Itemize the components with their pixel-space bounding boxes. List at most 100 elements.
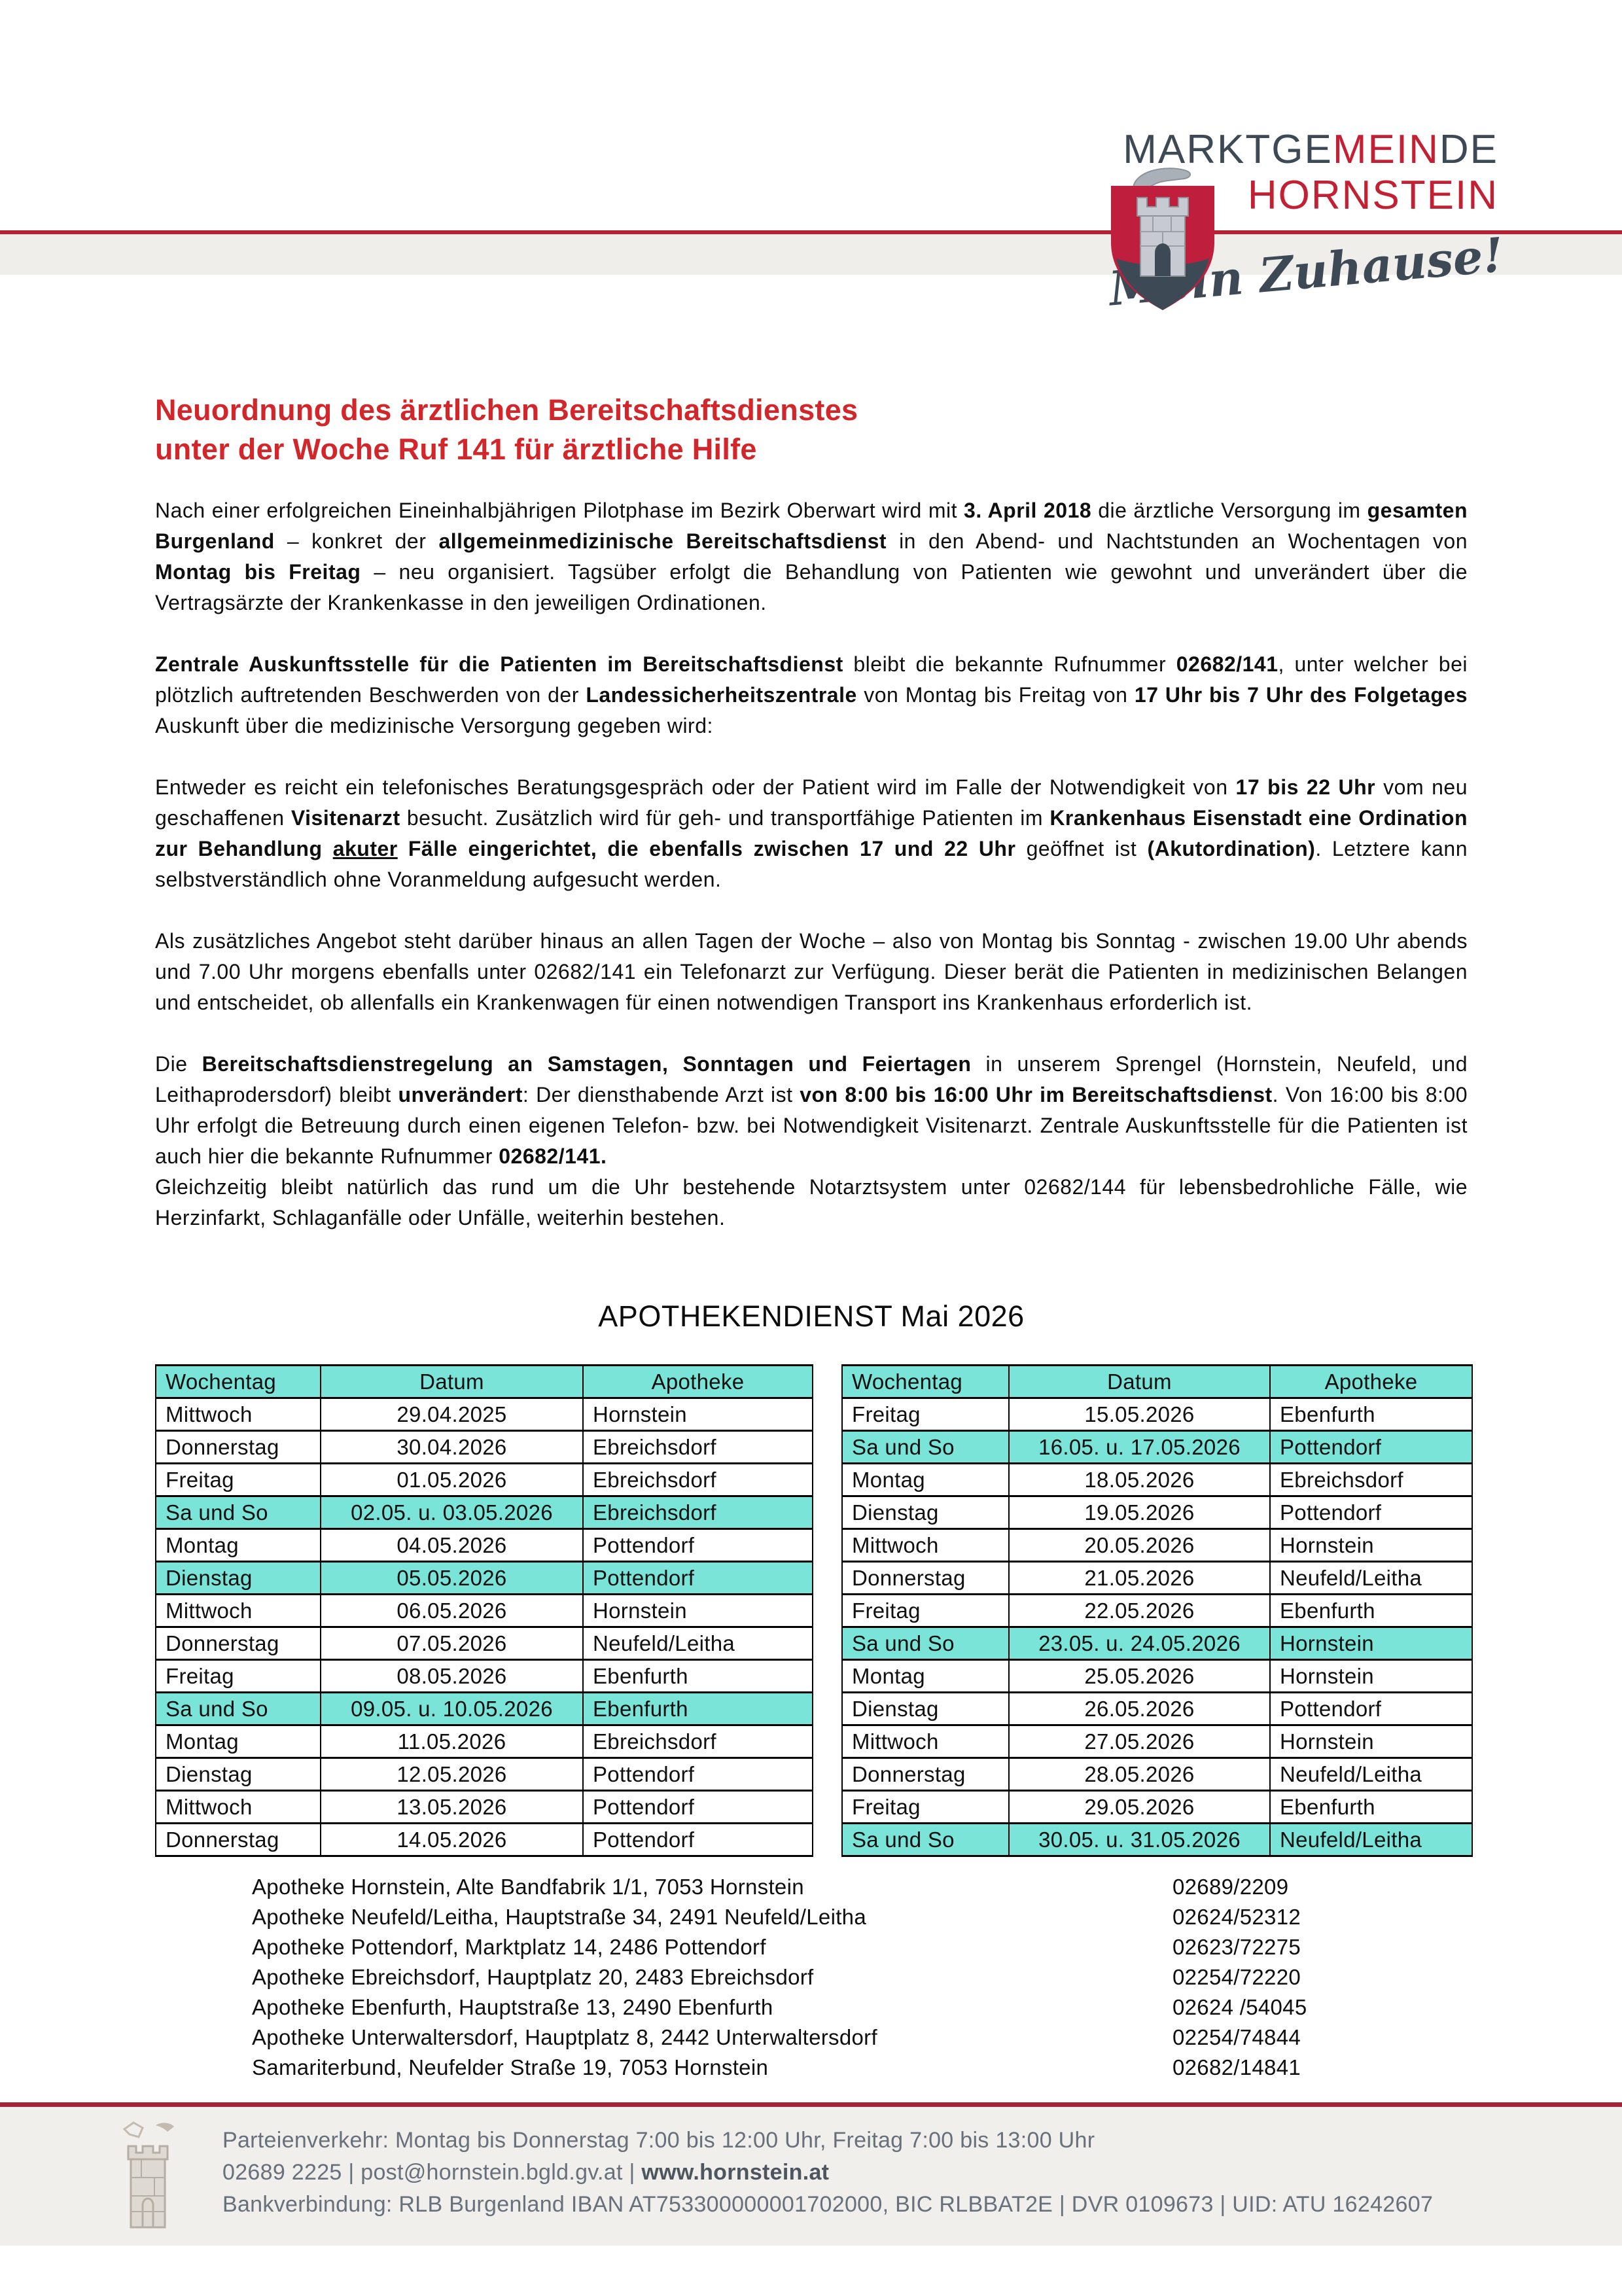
day-cell: Freitag <box>841 1593 1010 1628</box>
table-header-row: Wochentag Datum Apotheke <box>155 1364 813 1399</box>
table-row: Freitag 15.05.2026 Ebenfurth <box>841 1397 1473 1432</box>
date-cell: 18.05.2026 <box>1008 1462 1271 1497</box>
day-cell: Dienstag <box>841 1691 1010 1726</box>
pharmacy-cell: Ebenfurth <box>1269 1397 1473 1432</box>
day-cell: Donnerstag <box>841 1561 1010 1595</box>
date-cell: 15.05.2026 <box>1008 1397 1271 1432</box>
date-cell: 08.05.2026 <box>320 1659 584 1693</box>
day-cell: Sa und So <box>841 1822 1010 1857</box>
pharmacy-name: Apotheke Hornstein, Alte Bandfabrik 1/1,… <box>252 1875 804 1899</box>
pharmacy-row: Samariterbund, Neufelder Straße 19, 7053… <box>252 2053 1430 2083</box>
footer-contact-line: 02689 2225 | post@hornstein.bgld.gv.at |… <box>222 2157 1433 2189</box>
text-run: www.hornstein.at <box>641 2160 830 2185</box>
column-header-apotheke: Apotheke <box>1269 1364 1473 1399</box>
text-run: vom neu geschaffenen <box>155 775 1468 830</box>
day-cell: Freitag <box>841 1397 1010 1432</box>
day-cell: Sa und So <box>155 1495 321 1530</box>
text-run: : Der diensthabende Arzt ist <box>522 1083 800 1106</box>
column-header-datum: Datum <box>1008 1364 1271 1399</box>
paragraph: Entweder es reicht ein telefonisches Ber… <box>155 772 1468 895</box>
pharmacy-cell: Ebenfurth <box>1269 1593 1473 1628</box>
pharmacy-cell: Ebenfurth <box>582 1659 813 1693</box>
page-title-line1: Neuordnung des ärztlichen Bereitschaftsd… <box>155 393 858 427</box>
pharmacy-cell: Pottendorf <box>1269 1430 1473 1464</box>
text-run: 3. April 2018 <box>964 499 1092 522</box>
date-cell: 01.05.2026 <box>320 1462 584 1497</box>
logo-line1-dark2: DE <box>1439 127 1498 172</box>
text-run: Zentrale Auskunftsstelle für die Patient… <box>155 652 843 676</box>
page-title: Neuordnung des ärztlichen Bereitschaftsd… <box>155 391 1468 469</box>
pharmacy-cell: Pottendorf <box>1269 1691 1473 1726</box>
pharmacy-row: Apotheke Ebenfurth, Hauptstraße 13, 2490… <box>252 1992 1430 2022</box>
text-run: allgemeinmedizinische Bereitschaftsdiens… <box>438 529 887 553</box>
table-row: Sa und So 16.05. u. 17.05.2026 Pottendorf <box>841 1430 1473 1464</box>
pharmacy-name: Samariterbund, Neufelder Straße 19, 7053… <box>252 2055 769 2079</box>
date-cell: 02.05. u. 03.05.2026 <box>320 1495 584 1530</box>
paragraph: Zentrale Auskunftsstelle für die Patient… <box>155 649 1468 741</box>
pharmacy-cell: Neufeld/Leitha <box>1269 1822 1473 1857</box>
pharmacy-cell: Ebenfurth <box>582 1691 813 1726</box>
pharmacy-cell: Hornstein <box>1269 1626 1473 1661</box>
day-cell: Freitag <box>841 1790 1010 1824</box>
pharmacy-cell: Pottendorf <box>1269 1495 1473 1530</box>
text-run: Als zusätzliches Angebot steht darüber h… <box>155 929 1468 1014</box>
pharmacy-cell: Ebreichsdorf <box>1269 1462 1473 1497</box>
day-cell: Dienstag <box>841 1495 1010 1530</box>
paragraph: Nach einer erfolgreichen Eineinhalbjähri… <box>155 495 1468 618</box>
day-cell: Mittwoch <box>155 1790 321 1824</box>
footer-band <box>0 2107 1622 2246</box>
pharmacy-phone: 02624 /54045 <box>1172 1995 1307 2019</box>
date-cell: 13.05.2026 <box>320 1790 584 1824</box>
date-cell: 28.05.2026 <box>1008 1757 1271 1792</box>
date-cell: 05.05.2026 <box>320 1561 584 1595</box>
pharmacy-phone: 02682/14841 <box>1172 2055 1301 2079</box>
text-run: unverändert <box>398 1083 523 1106</box>
day-cell: Mittwoch <box>155 1397 321 1432</box>
text-run: in unserem Sprengel (Hornstein, Neufeld,… <box>155 1052 1468 1106</box>
pharmacy-cell: Neufeld/Leitha <box>1269 1757 1473 1792</box>
day-cell: Sa und So <box>155 1691 321 1726</box>
pharmacy-name: Apotheke Ebreichsdorf, Hauptplatz 20, 24… <box>252 1965 814 1989</box>
pharmacy-cell: Hornstein <box>1269 1724 1473 1759</box>
date-cell: 04.05.2026 <box>320 1528 584 1563</box>
day-cell: Montag <box>841 1462 1010 1497</box>
paragraph: Die Bereitschaftsdienstregelung an Samst… <box>155 1049 1468 1172</box>
text-run: bleibt die bekannte Rufnummer <box>843 652 1176 676</box>
page-title-line2: unter der Woche Ruf 141 für ärztliche Hi… <box>155 433 757 466</box>
text-run: Auskunft über die medizinische Versorgun… <box>155 714 713 737</box>
pharmacy-cell: Hornstein <box>582 1397 813 1432</box>
table-row: Dienstag 26.05.2026 Pottendorf <box>841 1691 1473 1726</box>
table-row: Dienstag 19.05.2026 Pottendorf <box>841 1495 1473 1530</box>
paragraph: Gleichzeitig bleibt natürlich das rund u… <box>155 1172 1468 1233</box>
day-cell: Donnerstag <box>155 1822 321 1857</box>
logo-line1-dark: MARKTGE <box>1123 127 1333 172</box>
table-row: Mittwoch 29.04.2025 Hornstein <box>155 1397 813 1432</box>
pharmacy-phone: 02623/72275 <box>1172 1935 1301 1959</box>
pharmacy-cell: Neufeld/Leitha <box>1269 1561 1473 1595</box>
date-cell: 30.05. u. 31.05.2026 <box>1008 1822 1271 1857</box>
text-run: (Akutordination) <box>1147 837 1316 860</box>
table-row: Freitag 29.05.2026 Ebenfurth <box>841 1790 1473 1824</box>
table-row: Donnerstag 28.05.2026 Neufeld/Leitha <box>841 1757 1473 1792</box>
text-run: Landessicherheitszentrale <box>586 683 857 707</box>
table-row: Sa und So 02.05. u. 03.05.2026 Ebreichsdor… <box>155 1495 813 1530</box>
date-cell: 20.05.2026 <box>1008 1528 1271 1563</box>
text-run: geöffnet ist <box>1015 837 1148 860</box>
text-run: Visitenarzt <box>291 806 400 830</box>
text-run: besucht. Zusätzlich wird für geh- und tr… <box>400 806 1050 830</box>
column-header-wochentag: Wochentag <box>155 1364 321 1399</box>
text-run: 02682/141. <box>499 1144 607 1168</box>
day-cell: Mittwoch <box>155 1593 321 1628</box>
pharmacy-address-list: Apotheke Hornstein, Alte Bandfabrik 1/1,… <box>252 1872 1430 2083</box>
day-cell: Montag <box>155 1724 321 1759</box>
text-run: , unter welcher bei plötzlich auftretend… <box>155 652 1468 707</box>
pharmacy-phone: 02254/74844 <box>1172 2025 1301 2049</box>
pharmacy-phone: 02689/2209 <box>1172 1875 1289 1899</box>
pharmacy-cell: Ebreichsdorf <box>582 1495 813 1530</box>
text-run: Die <box>155 1052 202 1076</box>
table-row: Donnerstag 07.05.2026 Neufeld/Leitha <box>155 1626 813 1661</box>
text-run: 02682/141 <box>1176 652 1278 676</box>
document-body: Neuordnung des ärztlichen Bereitschaftsd… <box>155 391 1468 1264</box>
pharmacy-row: Apotheke Pottendorf, Marktplatz 14, 2486… <box>252 1932 1430 1962</box>
table-row: Donnerstag 30.04.2026 Ebreichsdorf <box>155 1430 813 1464</box>
